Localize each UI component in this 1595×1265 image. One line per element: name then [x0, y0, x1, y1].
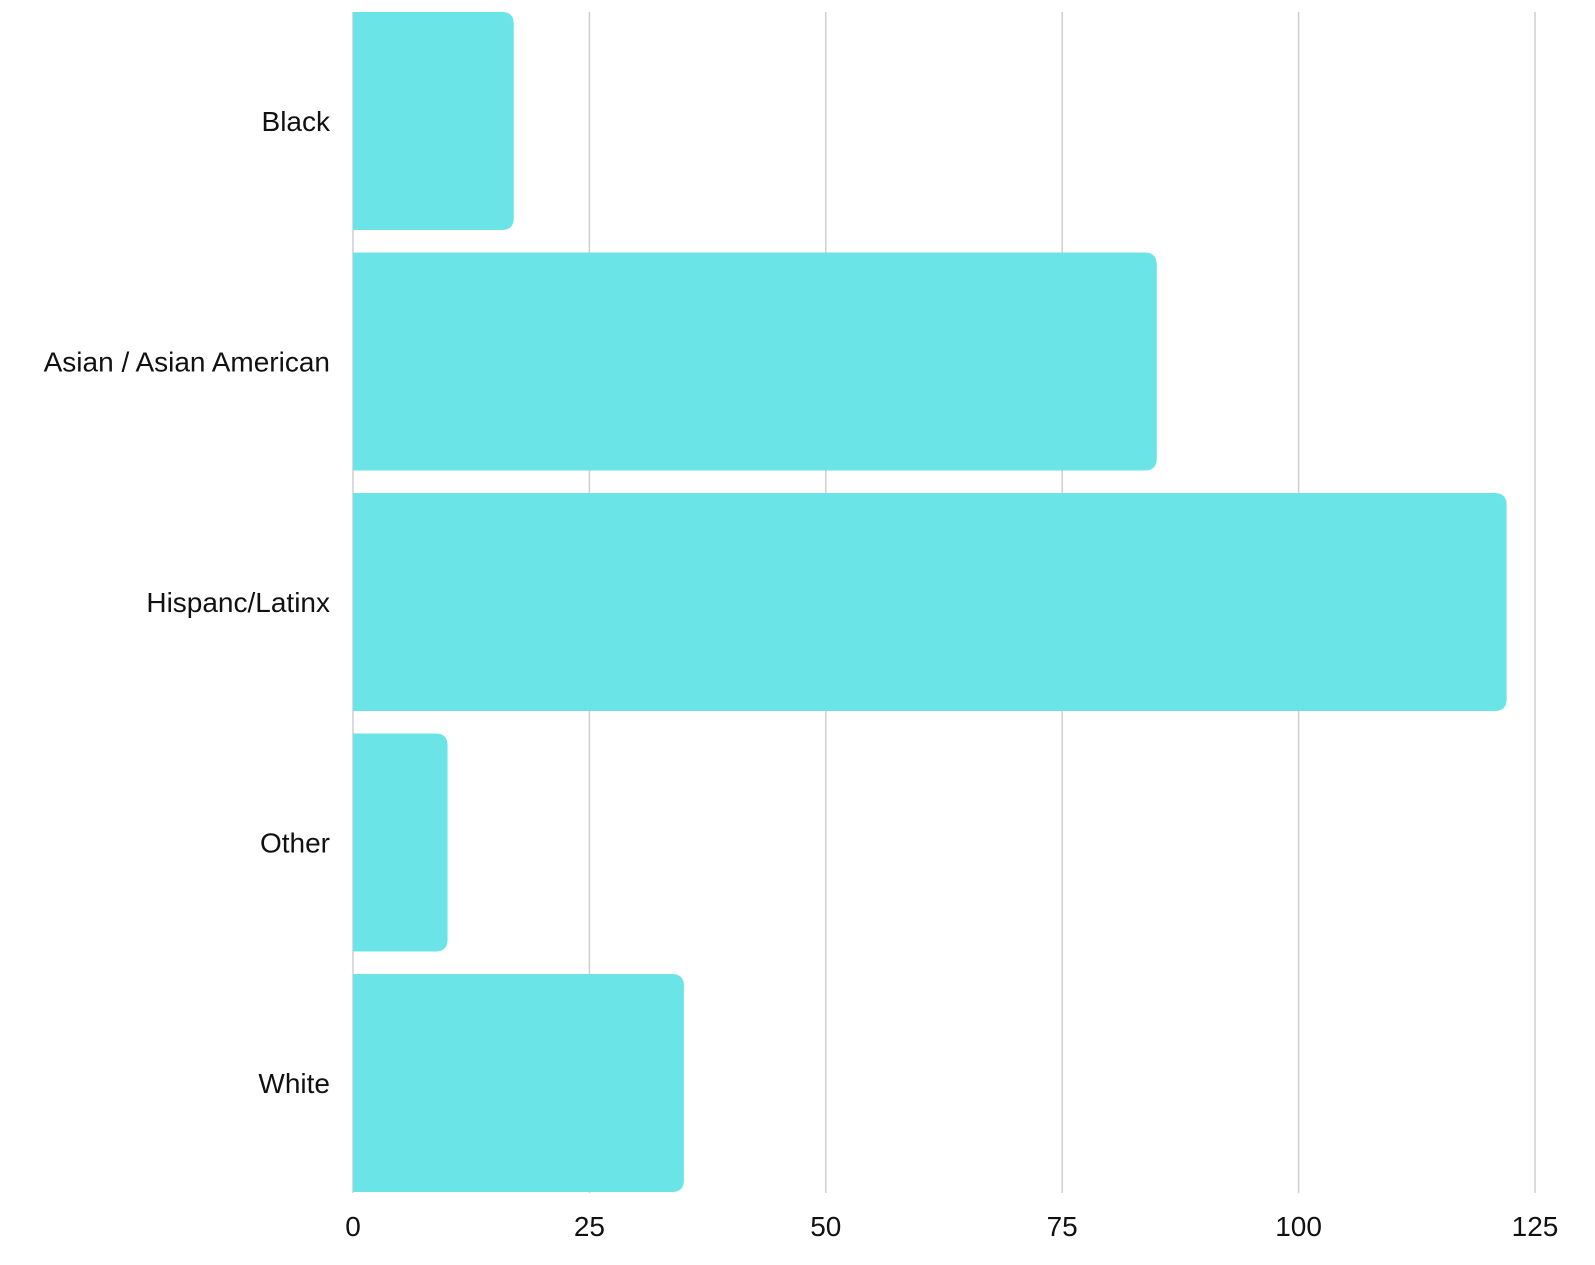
x-tick-label: 0: [345, 1211, 361, 1242]
x-tick-label: 100: [1275, 1211, 1322, 1242]
category-labels: Black Asian / Asian American Hispanc/Latin…: [44, 106, 331, 1099]
category-label: Black: [262, 106, 331, 137]
bar-asian-asian-american: [353, 252, 1157, 471]
bar-black: [353, 12, 514, 230]
bar-other: [353, 733, 448, 952]
x-tick-label: 125: [1512, 1211, 1559, 1242]
bars: [353, 12, 1507, 1192]
category-label: Asian / Asian American: [44, 347, 330, 378]
bar-white: [353, 974, 684, 1192]
category-label: Hispanc/Latinx: [146, 587, 330, 618]
x-tick-label: 50: [810, 1211, 841, 1242]
x-tick-label: 75: [1047, 1211, 1078, 1242]
bar-hispanc-latinx: [353, 493, 1507, 711]
x-axis-ticks: 0 25 50 75 100 125: [345, 1211, 1558, 1242]
x-tick-label: 25: [574, 1211, 605, 1242]
category-label: Other: [260, 828, 330, 859]
category-label: White: [258, 1068, 330, 1099]
